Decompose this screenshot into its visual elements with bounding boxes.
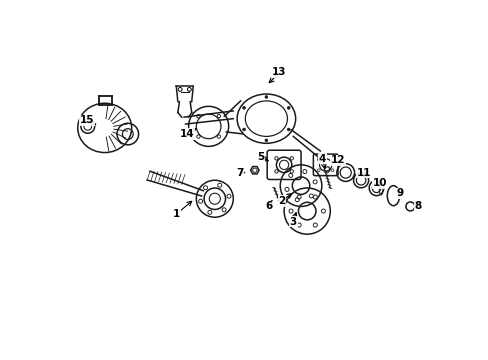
Text: 3: 3 (289, 217, 296, 227)
Circle shape (264, 139, 267, 142)
Text: 2: 2 (278, 196, 285, 206)
Text: 9: 9 (395, 188, 402, 198)
Circle shape (242, 128, 245, 131)
Text: 11: 11 (356, 167, 371, 177)
Text: 7: 7 (235, 167, 243, 177)
Text: 14: 14 (180, 129, 194, 139)
Text: 8: 8 (414, 202, 421, 211)
Text: 6: 6 (264, 202, 272, 211)
Text: 5: 5 (257, 152, 264, 162)
Text: 1: 1 (172, 209, 180, 219)
Circle shape (242, 107, 245, 109)
Text: 10: 10 (371, 178, 386, 188)
Text: 4: 4 (318, 154, 325, 164)
Text: 15: 15 (80, 115, 94, 125)
Text: 13: 13 (272, 67, 286, 77)
Circle shape (287, 128, 289, 131)
Circle shape (287, 107, 289, 109)
Text: 12: 12 (330, 155, 345, 165)
Circle shape (264, 96, 267, 98)
